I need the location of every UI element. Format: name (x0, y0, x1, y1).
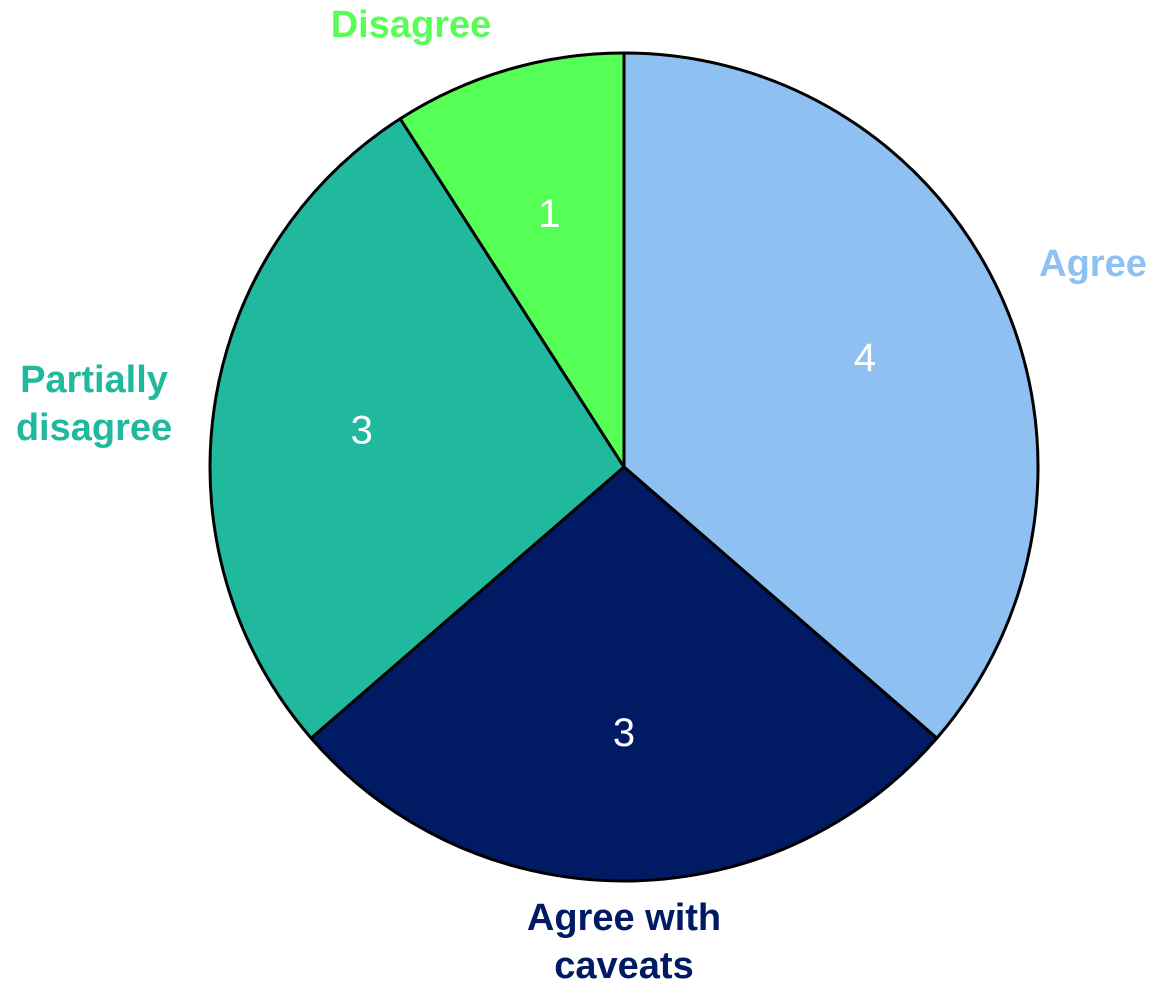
slice-label-line: caveats (554, 945, 693, 985)
slice-label-agree: Agree (1039, 243, 1147, 285)
slice-label-partially-disagree: Partially disagree (16, 359, 172, 449)
slice-label-line: Agree with (527, 897, 721, 939)
slice-label-line: Partially (20, 359, 168, 401)
slice-label-agree-with-caveats: Agree with caveats (527, 897, 721, 985)
slice-label-line: Agree (1039, 243, 1147, 285)
slice-value-labels: 4 3 3 1 (351, 192, 877, 755)
slice-label-line: Disagree (331, 4, 492, 46)
slice-label-disagree: Disagree (331, 4, 492, 46)
pie-slice-agree-with-caveats (309, 465, 939, 883)
slice-value-agree-with-caveats: 3 (613, 711, 635, 755)
pie-slices (208, 51, 1040, 883)
slice-label-line: disagree (16, 407, 172, 449)
slice-category-labels: Agree Agree with caveats Partially disagree D… (16, 4, 1147, 985)
slice-value-disagree: 1 (538, 192, 560, 236)
pie-slice-disagree (398, 51, 626, 469)
pie-slice-partially-disagree (208, 117, 626, 740)
slice-value-agree: 4 (854, 336, 876, 380)
slice-value-partially-disagree: 3 (351, 408, 373, 452)
pie-slice-agree (622, 51, 1040, 740)
